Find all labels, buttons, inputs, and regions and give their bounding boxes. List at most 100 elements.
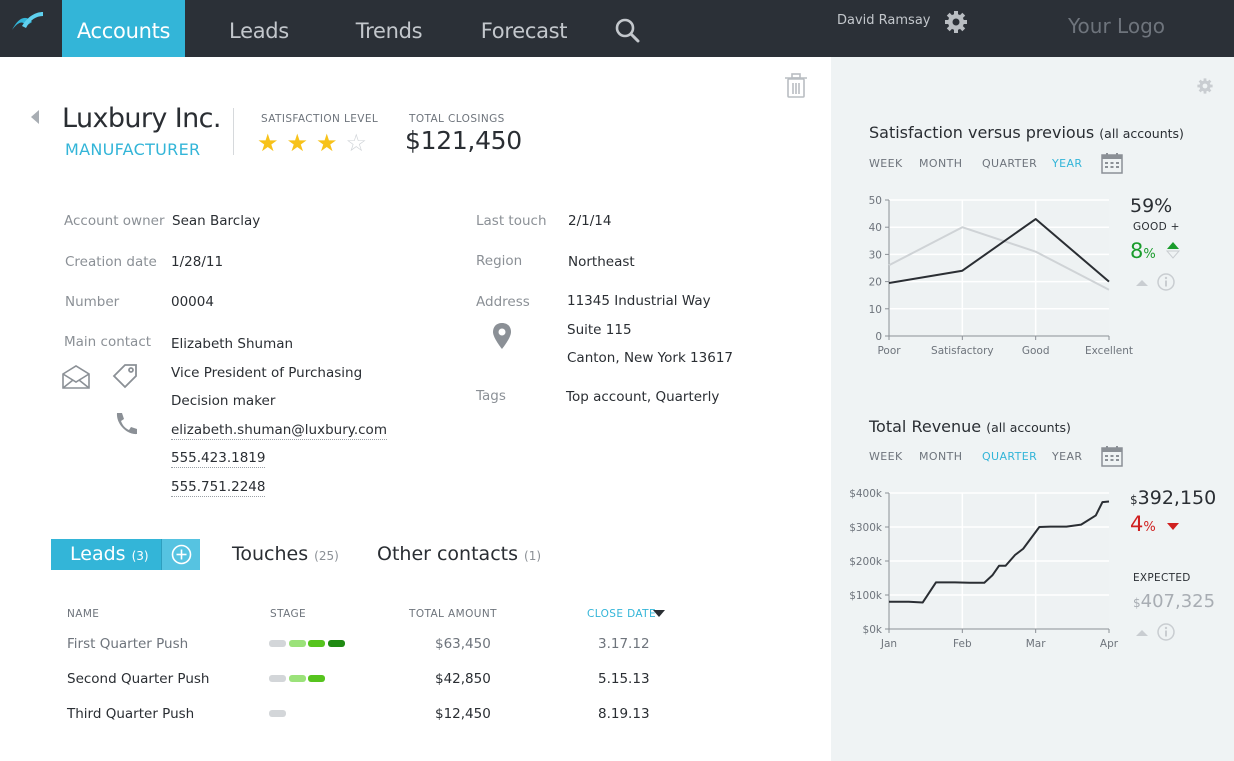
contact-email-link[interactable]: elizabeth.shuman@luxbury.com (171, 422, 387, 440)
number-label: Number (65, 294, 120, 310)
calendar-icon[interactable] (1101, 152, 1123, 174)
address-line-3: Canton, New York 13617 (567, 350, 734, 366)
contact-phone-link-2[interactable]: 555.751.2248 (171, 479, 266, 497)
revenue-kpi-number: 392,150 (1137, 487, 1217, 509)
lead-close-date: 3.17.12 (598, 636, 650, 652)
plus-circle-icon (171, 544, 192, 565)
address-line-2: Suite 115 (567, 322, 632, 338)
account-detail-panel (0, 57, 831, 761)
column-header-close-date[interactable]: CLOSE DATE (587, 608, 657, 620)
last-touch-label: Last touch (476, 213, 547, 229)
trash-icon[interactable] (784, 73, 808, 99)
contact-role: Decision maker (171, 393, 276, 409)
y-tick-label: 30 (869, 249, 882, 261)
satisfaction-kpi-label: GOOD + (1133, 221, 1180, 233)
revenue-subtitle: (all accounts) (986, 420, 1071, 435)
revenue-line-chart: $0k $100k $200k $300k $400k Jan Feb Mar Apr (849, 488, 1119, 650)
expected-value: $407,325 (1133, 591, 1215, 612)
touches-tab-text: Touches (232, 543, 309, 565)
info-toggle-icon[interactable] (1135, 272, 1185, 292)
star-filled-icon[interactable]: ★ (257, 130, 287, 157)
tab-accounts[interactable]: Accounts (62, 0, 185, 57)
satisfaction-line-chart: 0 10 20 30 40 50 Poor Satisfactory Good Excellent (869, 195, 1133, 357)
address-label: Address (476, 294, 530, 310)
expected-label: EXPECTED (1133, 572, 1191, 584)
lead-name-link[interactable]: Third Quarter Push (67, 706, 195, 722)
revenue-period-month[interactable]: MONTH (919, 450, 963, 463)
account-owner-value: Sean Barclay (172, 213, 261, 229)
stage-segment (269, 640, 286, 647)
lead-name-link[interactable]: First Quarter Push (67, 636, 189, 652)
revenue-title-text: Total Revenue (869, 417, 982, 436)
y-tick-label: $400k (849, 488, 883, 500)
satisfaction-period-week[interactable]: WEEK (869, 157, 903, 170)
x-tick-label: Poor (877, 345, 901, 357)
y-tick-label: 10 (869, 304, 882, 316)
y-tick-label: $100k (849, 590, 883, 602)
tab-other-contacts[interactable]: Other contacts (1) (377, 543, 541, 565)
y-tick-label: $200k (849, 556, 883, 568)
phone-icon[interactable] (112, 410, 140, 438)
revenue-period-week[interactable]: WEEK (869, 450, 903, 463)
lead-name-link[interactable]: Second Quarter Push (67, 671, 210, 687)
calendar-icon-revenue[interactable] (1101, 445, 1123, 467)
address-line-1: 11345 Industrial Way (567, 293, 711, 309)
trend-down-icon (1167, 523, 1179, 530)
contact-phone-link-1[interactable]: 555.423.1819 (171, 450, 266, 468)
header-divider (233, 108, 234, 155)
x-tick-label: Jan (880, 638, 897, 650)
gear-icon[interactable] (943, 9, 969, 35)
tab-touches[interactable]: Touches (25) (232, 543, 339, 565)
x-tick-label: Feb (953, 638, 972, 650)
tab-forecast[interactable]: Forecast (480, 19, 568, 43)
tab-trends[interactable]: Trends (355, 19, 423, 43)
top-navigation-bar: Accounts Leads Trends Forecast David Ram… (0, 0, 1234, 57)
main-contact-label: Main contact (64, 334, 152, 350)
satisfaction-period-quarter[interactable]: QUARTER (982, 157, 1038, 170)
brand-logo-text: Your Logo (1068, 14, 1166, 38)
revenue-period-quarter[interactable]: QUARTER (982, 450, 1038, 463)
map-pin-icon[interactable] (492, 322, 512, 350)
back-arrow-icon[interactable] (31, 110, 39, 124)
revenue-period-year[interactable]: YEAR (1052, 450, 1083, 463)
column-header-total-amount[interactable]: TOTAL AMOUNT (409, 608, 497, 620)
app-logo-icon[interactable] (10, 10, 44, 32)
satisfaction-label: SATISFACTION LEVEL (261, 113, 379, 125)
tab-leads[interactable]: Leads (229, 19, 289, 43)
column-header-stage[interactable]: STAGE (270, 608, 307, 620)
stage-segment (308, 640, 325, 647)
plot-area (889, 200, 1109, 336)
user-name[interactable]: David Ramsay (837, 13, 931, 28)
revenue-currency: $ (1130, 493, 1138, 507)
revenue-change-value: 4 (1130, 512, 1144, 536)
lead-amount: $63,450 (435, 636, 491, 652)
search-icon[interactable] (612, 15, 642, 45)
add-lead-button[interactable] (161, 539, 200, 570)
sort-descending-icon[interactable] (653, 610, 665, 617)
creation-date-label: Creation date (65, 254, 157, 270)
x-tick-label: Mar (1026, 638, 1046, 650)
analytics-sidebar (831, 57, 1234, 761)
stage-segment (288, 675, 306, 682)
touches-tab-count: (25) (314, 549, 339, 563)
info-toggle-icon-revenue[interactable] (1135, 622, 1185, 642)
company-name: Luxbury Inc. (62, 103, 221, 134)
expected-number: 407,325 (1140, 591, 1216, 612)
tab-leads-list[interactable]: Leads (3) (51, 539, 200, 570)
revenue-change: 4% (1130, 512, 1156, 536)
column-header-name[interactable]: NAME (67, 608, 100, 620)
satisfaction-period-year[interactable]: YEAR (1052, 157, 1083, 170)
satisfaction-chart-title: Satisfaction versus previous (all accoun… (869, 123, 1184, 142)
tags-value: Top account, Quarterly (566, 389, 720, 405)
lead-amount: $42,850 (435, 671, 491, 687)
number-value: 00004 (171, 294, 214, 310)
star-filled-icon[interactable]: ★ (316, 130, 346, 157)
envelope-icon[interactable] (61, 364, 91, 390)
star-empty-icon[interactable]: ☆ (345, 130, 376, 157)
contact-title: Vice President of Purchasing (171, 365, 363, 381)
settings-gear-icon[interactable] (1196, 77, 1214, 95)
star-filled-icon[interactable]: ★ (286, 130, 317, 157)
tag-icon[interactable] (111, 362, 139, 390)
satisfaction-period-month[interactable]: MONTH (919, 157, 963, 170)
trend-up-icon (1165, 242, 1181, 259)
